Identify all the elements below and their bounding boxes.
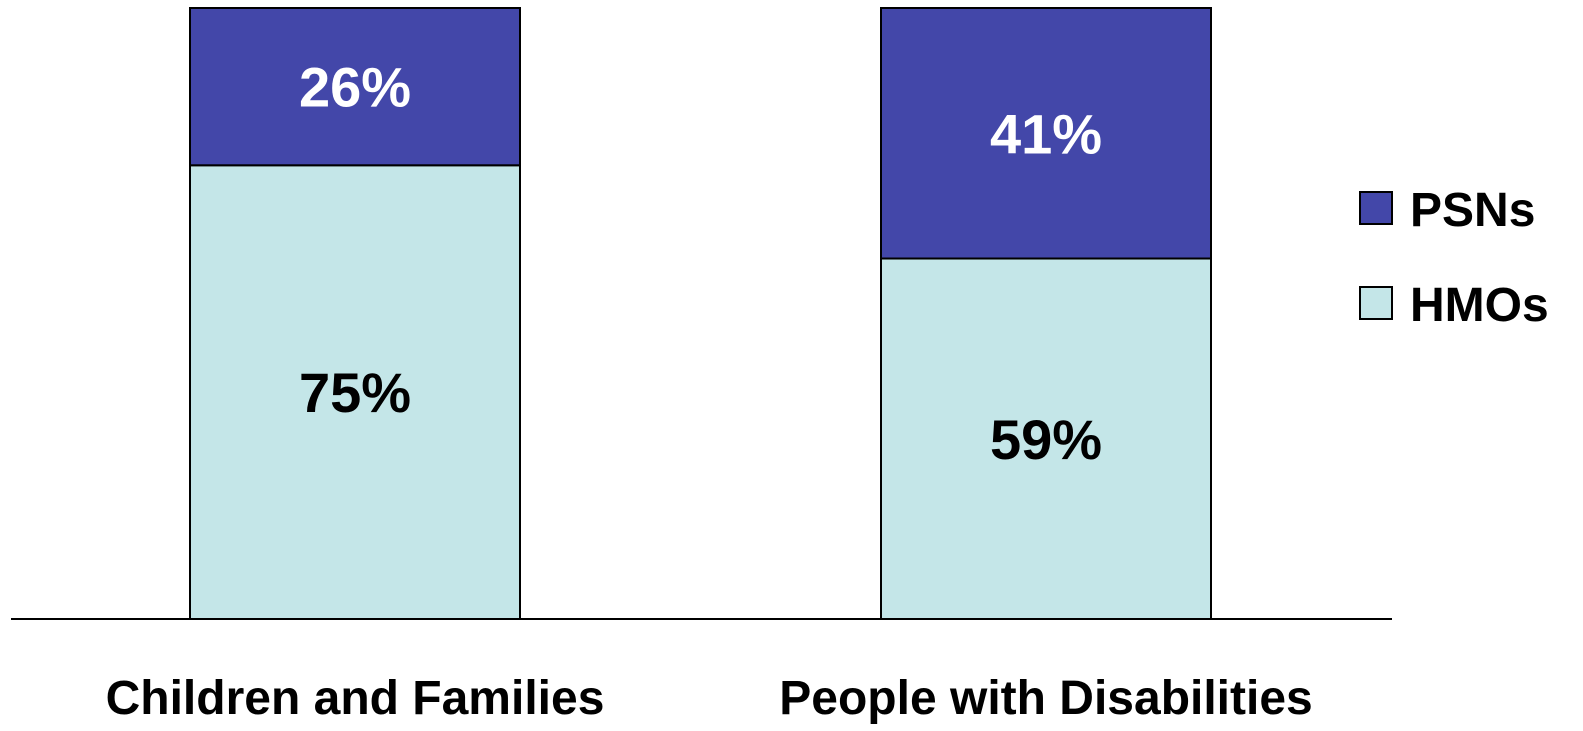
bar-segment-psns-1 (189, 7, 521, 167)
data-label-psns-2: 41% (990, 102, 1102, 165)
data-label-hmos-1: 75% (299, 361, 411, 424)
bars-group (189, 7, 1212, 620)
legend-label-hmos: HMOs (1410, 279, 1549, 332)
legend: PSNs HMOs (1359, 184, 1549, 332)
bar-labels-group: 75% 26% 59% 41% (299, 56, 1102, 471)
legend-label-psns: PSNs (1410, 184, 1535, 237)
legend-swatch-hmos (1359, 286, 1393, 320)
category-label-2: People with Disabilities (779, 672, 1312, 725)
bar-segment-hmos-1 (189, 164, 521, 620)
category-labels-group: Children and Families People with Disabil… (106, 672, 1313, 725)
category-label-1: Children and Families (106, 672, 605, 725)
data-label-hmos-2: 59% (990, 408, 1102, 471)
data-label-psns-1: 26% (299, 56, 411, 119)
bar-segment-psns-2 (880, 7, 1212, 260)
legend-swatch-psns (1359, 191, 1393, 225)
